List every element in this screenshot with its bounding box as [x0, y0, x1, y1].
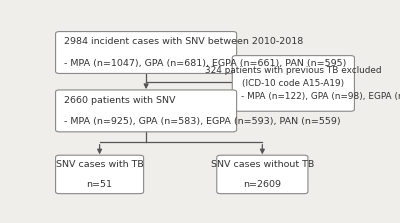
Text: 2984 incident cases with SNV between 2010-2018: 2984 incident cases with SNV between 201… — [64, 37, 303, 46]
FancyBboxPatch shape — [232, 56, 354, 111]
Text: - MPA (n=925), GPA (n=583), EGPA (n=593), PAN (n=559): - MPA (n=925), GPA (n=583), EGPA (n=593)… — [64, 117, 340, 126]
Text: - MPA (n=122), GPA (n=98), EGPA (n=68), PAN (n=36): - MPA (n=122), GPA (n=98), EGPA (n=68), … — [241, 92, 400, 101]
FancyBboxPatch shape — [56, 32, 237, 73]
FancyBboxPatch shape — [217, 155, 308, 194]
Text: SNV cases without TB: SNV cases without TB — [211, 160, 314, 169]
Text: n=51: n=51 — [86, 180, 113, 188]
Text: (ICD-10 code A15-A19): (ICD-10 code A15-A19) — [242, 79, 344, 88]
Text: n=2609: n=2609 — [243, 180, 281, 188]
Text: 2660 patients with SNV: 2660 patients with SNV — [64, 96, 176, 105]
Text: SNV cases with TB: SNV cases with TB — [56, 160, 144, 169]
FancyBboxPatch shape — [56, 155, 144, 194]
Text: - MPA (n=1047), GPA (n=681), EGPA (n=661), PAN (n=595): - MPA (n=1047), GPA (n=681), EGPA (n=661… — [64, 59, 346, 68]
Text: 324 patients with previous TB excluded: 324 patients with previous TB excluded — [205, 66, 382, 74]
FancyBboxPatch shape — [56, 90, 237, 132]
